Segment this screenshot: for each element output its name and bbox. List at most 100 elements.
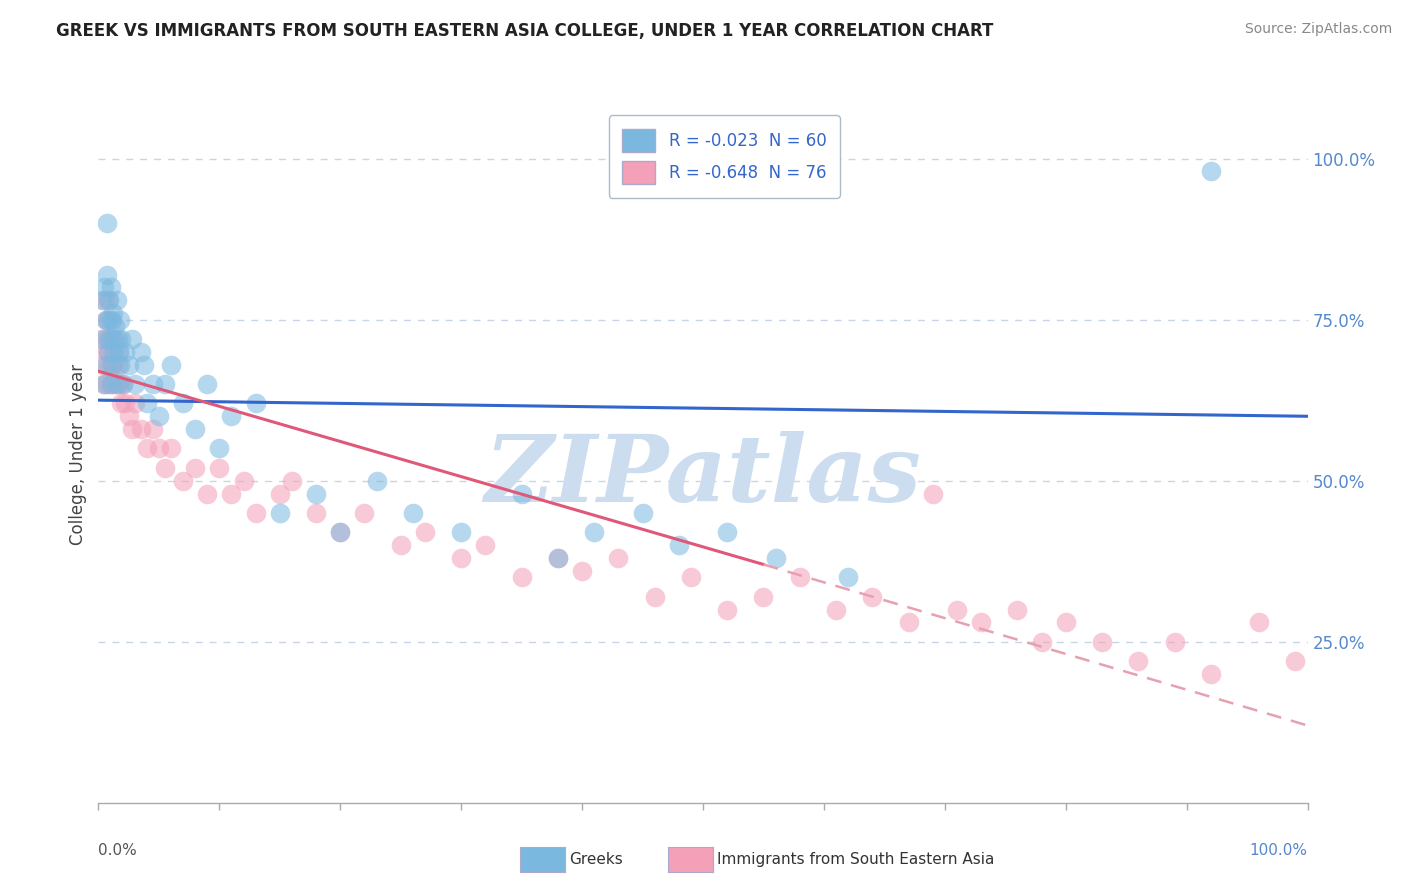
- Point: [91, 332, 114, 346]
- Point: [121, 422, 143, 436]
- Point: [107, 332, 129, 346]
- Point: [897, 615, 920, 630]
- Point: [94, 312, 117, 326]
- Point: [135, 442, 157, 456]
- Point: [245, 396, 267, 410]
- Point: [208, 460, 231, 475]
- Point: [111, 377, 134, 392]
- Point: [547, 551, 569, 566]
- Point: [172, 474, 194, 488]
- Point: [100, 312, 122, 326]
- Point: [789, 570, 811, 584]
- Point: [160, 358, 183, 372]
- Point: [98, 332, 121, 346]
- Point: [208, 442, 231, 456]
- Point: [474, 538, 496, 552]
- Point: [98, 332, 121, 346]
- Point: [93, 280, 115, 294]
- Text: Greeks: Greeks: [569, 853, 623, 867]
- Point: [93, 377, 115, 392]
- Text: Immigrants from South Eastern Asia: Immigrants from South Eastern Asia: [717, 853, 994, 867]
- Point: [269, 486, 291, 500]
- Point: [110, 332, 132, 346]
- Point: [105, 293, 128, 308]
- Point: [108, 344, 131, 359]
- Point: [221, 409, 243, 424]
- Point: [103, 358, 125, 372]
- Point: [184, 460, 207, 475]
- Point: [142, 422, 165, 436]
- Point: [148, 409, 170, 424]
- Point: [1054, 615, 1077, 630]
- Point: [94, 344, 117, 359]
- Point: [1199, 164, 1222, 178]
- Point: [571, 564, 593, 578]
- Point: [114, 396, 136, 410]
- Point: [110, 396, 132, 410]
- Point: [679, 570, 702, 584]
- Point: [124, 396, 146, 410]
- Point: [232, 474, 254, 488]
- Point: [104, 319, 127, 334]
- Point: [107, 358, 129, 372]
- Point: [1031, 634, 1053, 648]
- Point: [98, 293, 121, 308]
- Point: [121, 332, 143, 346]
- Point: [91, 332, 114, 346]
- Point: [94, 312, 117, 326]
- Point: [305, 486, 328, 500]
- Point: [547, 551, 569, 566]
- Y-axis label: College, Under 1 year: College, Under 1 year: [69, 364, 87, 546]
- Point: [100, 377, 122, 392]
- Point: [97, 312, 120, 326]
- Point: [583, 525, 606, 540]
- Point: [1007, 602, 1029, 616]
- Point: [100, 312, 122, 326]
- Point: [98, 358, 121, 372]
- Point: [1199, 667, 1222, 681]
- Point: [101, 377, 124, 392]
- Point: [96, 216, 118, 230]
- Point: [195, 377, 218, 392]
- Point: [108, 377, 131, 392]
- Point: [100, 344, 122, 359]
- Point: [631, 506, 654, 520]
- Point: [108, 344, 131, 359]
- Text: 100.0%: 100.0%: [1250, 843, 1308, 858]
- Point: [946, 602, 969, 616]
- Point: [402, 506, 425, 520]
- Point: [111, 377, 134, 392]
- Point: [450, 525, 472, 540]
- Point: [148, 442, 170, 456]
- Point: [134, 358, 156, 372]
- Point: [96, 268, 118, 282]
- Point: [860, 590, 883, 604]
- Point: [160, 442, 183, 456]
- Point: [305, 506, 328, 520]
- Point: [668, 538, 690, 552]
- Point: [153, 460, 176, 475]
- Point: [765, 551, 787, 566]
- Point: [108, 358, 131, 372]
- Text: ZIPatlas: ZIPatlas: [485, 431, 921, 521]
- Point: [195, 486, 218, 500]
- Point: [970, 615, 993, 630]
- Point: [118, 409, 141, 424]
- Point: [97, 344, 120, 359]
- Point: [108, 312, 131, 326]
- Point: [644, 590, 666, 604]
- Point: [103, 344, 125, 359]
- Point: [129, 344, 152, 359]
- Text: 0.0%: 0.0%: [98, 843, 138, 858]
- Text: GREEK VS IMMIGRANTS FROM SOUTH EASTERN ASIA COLLEGE, UNDER 1 YEAR CORRELATION CH: GREEK VS IMMIGRANTS FROM SOUTH EASTERN A…: [56, 22, 994, 40]
- Point: [93, 293, 115, 308]
- Point: [104, 332, 127, 346]
- Point: [118, 358, 141, 372]
- Point: [921, 486, 943, 500]
- Point: [97, 344, 120, 359]
- Point: [172, 396, 194, 410]
- Point: [91, 293, 114, 308]
- Point: [124, 377, 146, 392]
- Point: [450, 551, 472, 566]
- Point: [105, 377, 128, 392]
